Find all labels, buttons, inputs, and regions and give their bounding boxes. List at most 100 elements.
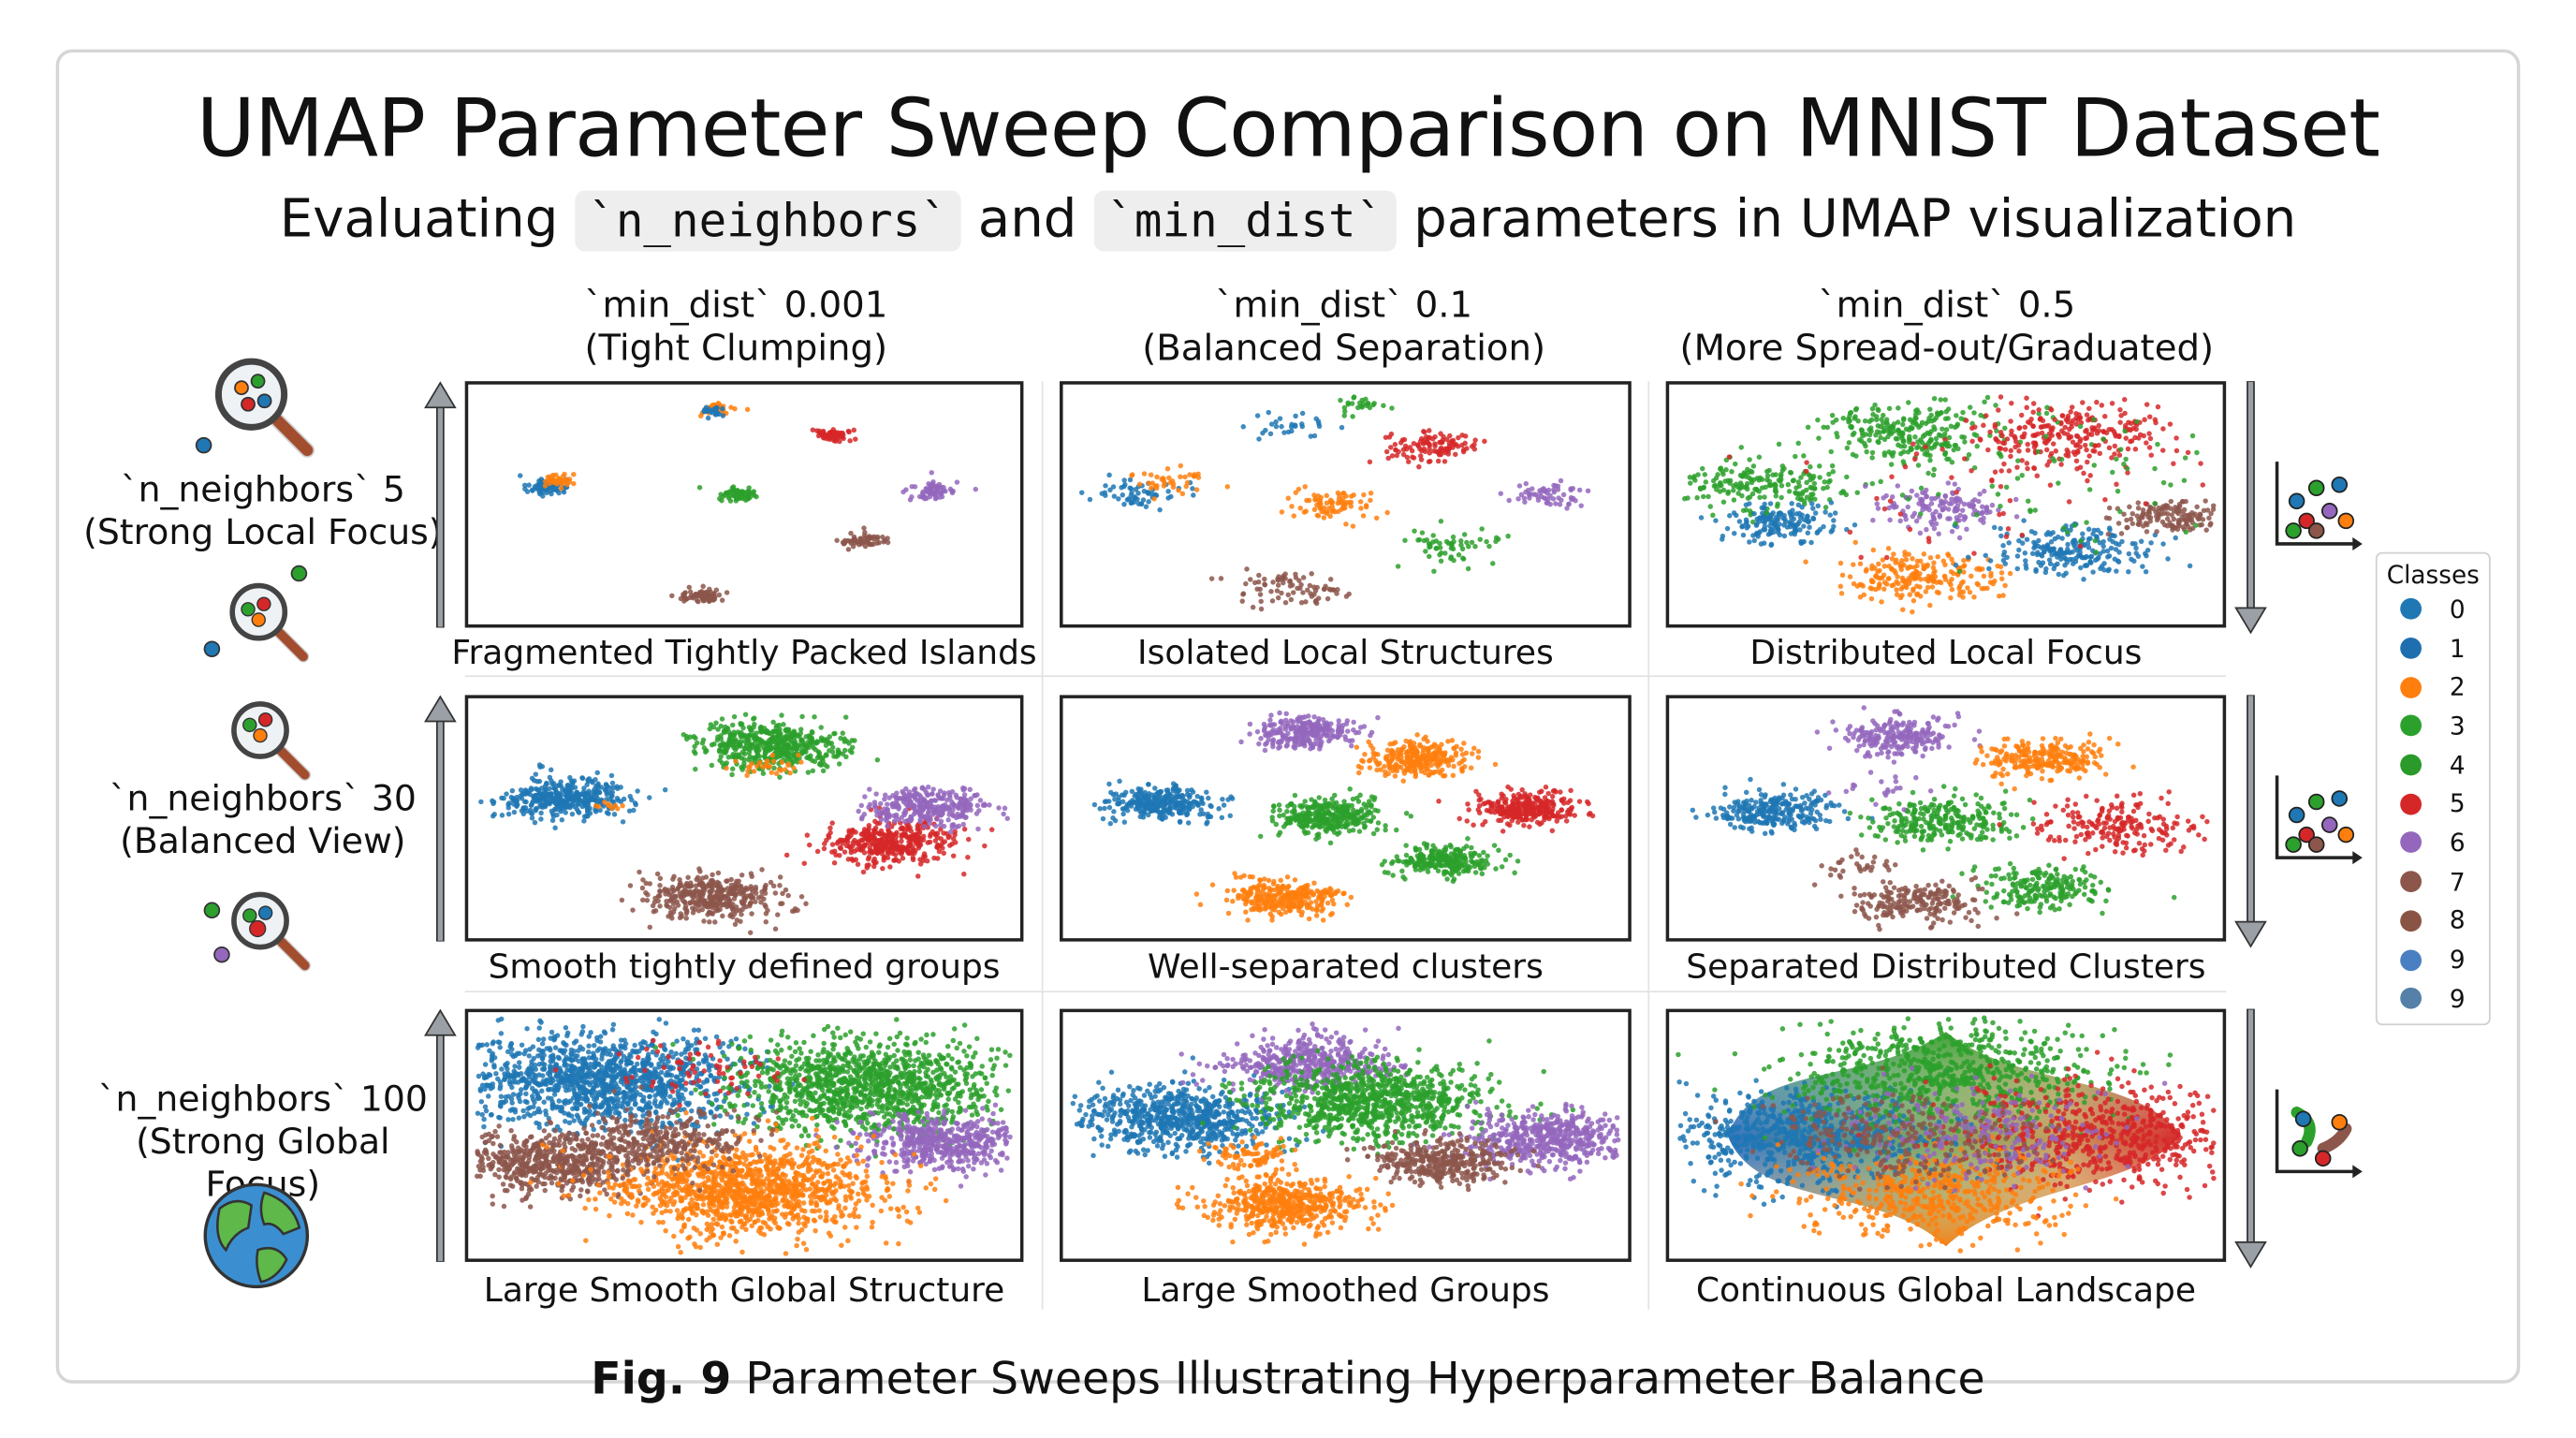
data-point — [1961, 557, 1967, 564]
data-point — [2030, 409, 2036, 415]
data-point — [1910, 441, 1916, 447]
data-point — [1933, 435, 1939, 442]
data-point — [1448, 554, 1455, 560]
cluster-green — [1338, 394, 1395, 419]
data-point — [1875, 406, 1881, 412]
data-point — [1863, 483, 1868, 490]
data-point — [1274, 588, 1281, 594]
data-point — [1887, 498, 1894, 504]
data-point — [873, 808, 879, 814]
data-point — [1844, 445, 1851, 451]
data-point — [687, 589, 694, 594]
data-point — [1325, 595, 1331, 602]
data-point — [2056, 571, 2062, 578]
data-point — [1240, 592, 1246, 597]
data-point — [478, 799, 484, 805]
data-point — [1432, 433, 1438, 440]
data-point — [861, 850, 868, 856]
cluster-green — [1764, 394, 2200, 575]
page-title: UMAP Parameter Sweep Comparison on MNIST… — [0, 82, 2576, 176]
data-point — [2078, 538, 2084, 544]
data-point — [1535, 497, 1542, 503]
data-point — [1881, 495, 1886, 501]
data-point — [1295, 486, 1302, 492]
data-point — [862, 543, 869, 550]
data-point — [1925, 584, 1931, 591]
data-point — [1424, 439, 1429, 445]
data-point — [1745, 523, 1751, 529]
data-point — [1969, 468, 1974, 474]
data-point — [1460, 448, 1467, 455]
data-point — [1894, 592, 1900, 597]
data-point — [1757, 494, 1763, 501]
data-point — [949, 799, 955, 805]
data-point — [862, 794, 868, 800]
data-point — [747, 747, 753, 753]
data-point — [1949, 586, 1955, 593]
data-point — [2118, 413, 2124, 418]
data-point — [719, 597, 725, 603]
data-point — [891, 858, 897, 863]
data-point — [1935, 553, 1940, 560]
data-point — [2084, 553, 2089, 560]
data-point — [941, 830, 946, 836]
data-point — [846, 429, 852, 435]
data-point — [883, 840, 888, 845]
data-point — [968, 796, 973, 801]
data-point — [1897, 564, 1904, 569]
data-point — [1810, 492, 1816, 497]
data-point — [2000, 510, 2006, 517]
data-point — [1817, 475, 1822, 480]
data-point — [1822, 509, 1828, 515]
data-point — [2201, 507, 2207, 514]
data-point — [1973, 433, 1980, 438]
data-point — [593, 803, 599, 809]
data-point — [2159, 448, 2166, 453]
data-point — [1349, 742, 1354, 749]
data-point — [1899, 431, 1905, 436]
data-point — [491, 812, 497, 817]
data-point — [1426, 459, 1432, 464]
data-point — [1946, 434, 1953, 441]
data-point — [754, 493, 759, 500]
data-point — [655, 893, 662, 899]
data-point — [1268, 421, 1275, 427]
data-point — [866, 826, 872, 831]
magnifier-clusters-icon — [224, 694, 315, 792]
data-point — [1974, 443, 1980, 449]
data-point — [753, 756, 759, 762]
data-point — [869, 541, 874, 548]
data-point — [2046, 557, 2053, 563]
data-point — [1844, 474, 1850, 480]
data-point — [2062, 424, 2068, 431]
data-point — [1938, 397, 1944, 403]
data-point — [2128, 516, 2134, 522]
data-point — [709, 594, 714, 601]
data-point — [1942, 577, 1949, 582]
data-point — [789, 747, 795, 753]
code-min-dist: `min_dist` — [1093, 190, 1398, 252]
data-point — [1953, 521, 1958, 527]
data-point — [1983, 413, 1989, 418]
data-point — [606, 802, 611, 808]
data-point — [1414, 442, 1421, 448]
data-point — [741, 751, 748, 757]
data-point — [1903, 582, 1910, 588]
data-point — [771, 734, 777, 740]
data-point — [549, 491, 554, 497]
data-point — [1244, 566, 1250, 572]
data-point — [1751, 537, 1757, 544]
data-point — [2125, 446, 2131, 452]
data-point — [1925, 448, 1930, 455]
data-point — [538, 810, 544, 816]
data-point — [520, 811, 527, 816]
data-point — [1796, 483, 1802, 489]
data-point — [2088, 432, 2095, 437]
data-point — [732, 921, 739, 928]
data-point — [2210, 503, 2217, 508]
data-point — [2080, 531, 2086, 536]
data-point — [2109, 455, 2115, 461]
data-point — [1829, 462, 1836, 469]
data-point — [609, 799, 616, 804]
data-point — [1392, 442, 1398, 448]
